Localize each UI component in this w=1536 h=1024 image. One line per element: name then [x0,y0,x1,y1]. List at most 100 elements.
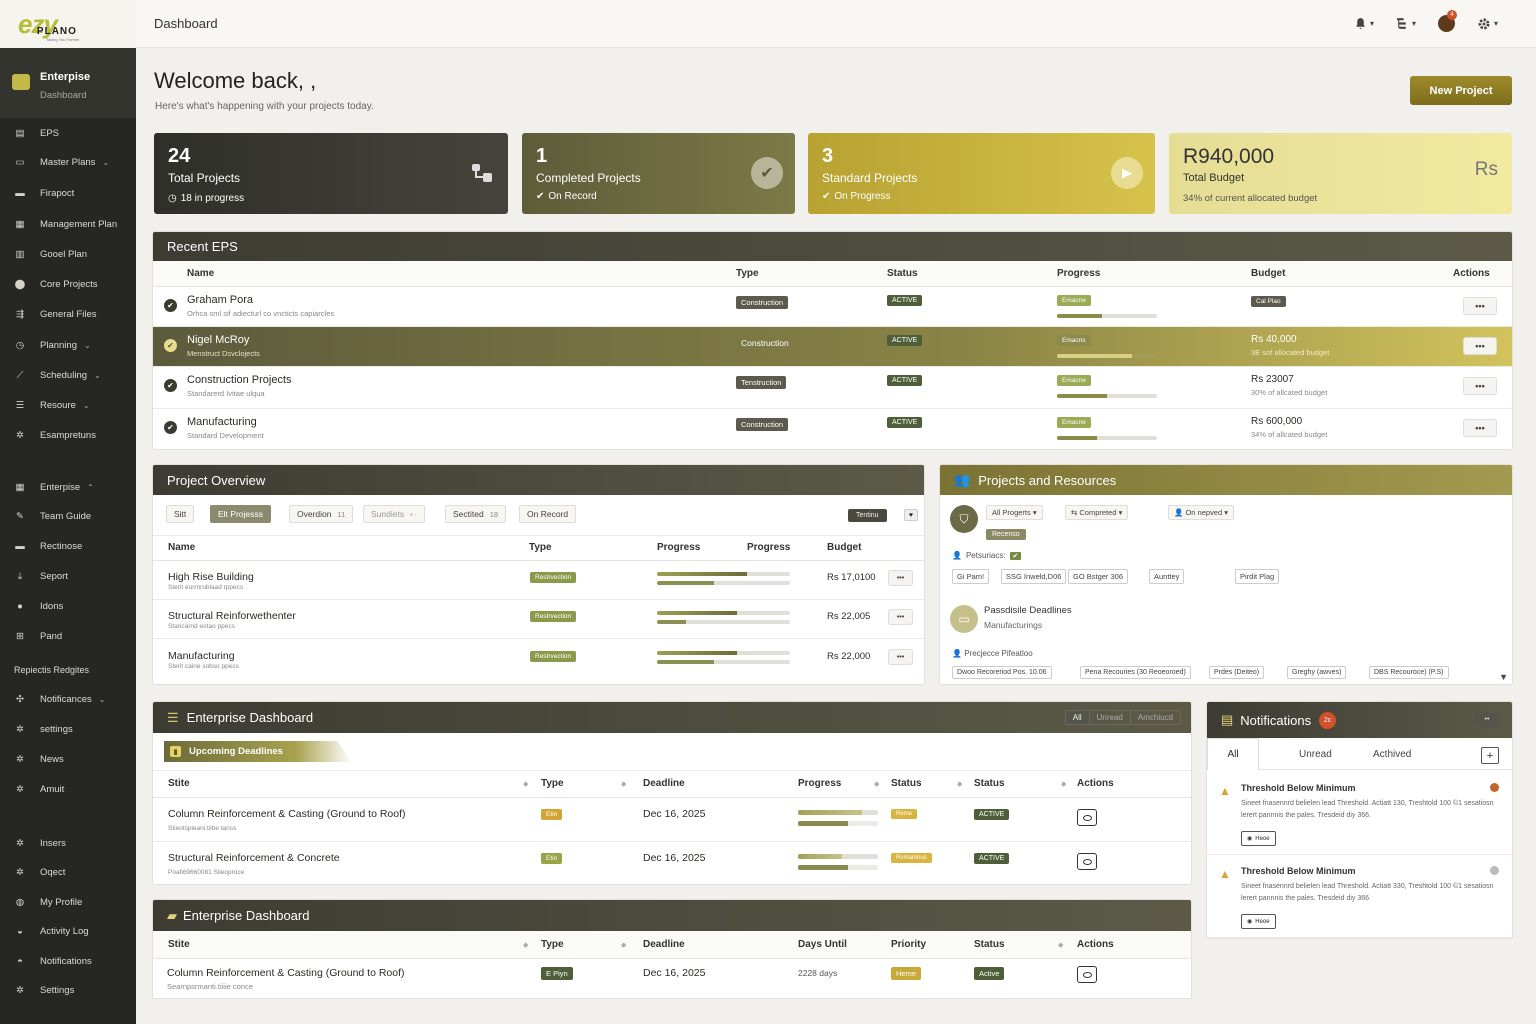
hierarchy-icon[interactable]: ▾ [1396,17,1416,30]
stat-completed-projects[interactable]: 1 Completed Projects ✔ On Record ✔ [522,133,795,214]
filter-5[interactable]: On Record [519,505,577,523]
sidebar-enterprise[interactable]: Enterpise Dashboard [0,48,136,118]
more-actions-button[interactable]: ••• [1463,297,1497,315]
check-icon[interactable]: ✔ [164,421,177,434]
filter-3[interactable]: Sundiets • · [363,505,425,523]
sidebar-item-2[interactable]: ✲ News [0,749,136,769]
sidebar-item-5[interactable]: ✲ Settings [0,980,136,1000]
more-actions-button[interactable]: ••• [1463,419,1497,437]
sort-icon[interactable]: ◆ [957,781,963,788]
notif-tab-unread[interactable]: Unread [1299,749,1332,760]
tab-archived[interactable]: Amchiucd [1129,711,1180,724]
more-actions-button[interactable]: ••• [888,570,913,586]
view-button[interactable]: ◉ Heoe [1241,831,1276,846]
sort-icon[interactable]: ◆ [523,942,529,949]
allocation-chip[interactable]: Pena Recouries (30 Reoeoroed) [1080,666,1191,679]
allocation-chip[interactable]: Prdes (Deiteo) [1209,666,1265,679]
sidebar-item-0[interactable]: ▤ EPS [15,127,60,139]
sort-icon[interactable]: ◆ [1061,781,1067,788]
view-icon[interactable] [1077,809,1097,826]
notif-tab-all[interactable]: All [1207,738,1259,770]
brand-logo[interactable]: ezy PLANO Taking You Further [0,0,136,48]
filter-2[interactable]: Overdion 11 [289,505,354,523]
sidebar-item-10[interactable]: ✲ Esampretuns [0,425,136,445]
sidebar-item-5[interactable]: ⬤ Core Projects [14,278,98,290]
sort-icon[interactable]: ◆ [1058,942,1064,949]
select-status[interactable]: ⇆ Compreted ▾ [1065,505,1129,520]
resource-chip[interactable]: GO Bstger 306 [1068,569,1129,584]
sidebar-item-9[interactable]: ☰ Resoure ⌄ [15,399,90,411]
sidebar-item-0[interactable]: ▦ Enterpise ⌃ [15,481,94,493]
sidebar-item-8[interactable]: ⟋ Scheduling ⌄ [0,365,136,385]
view-icon[interactable] [1077,853,1097,870]
sidebar-item-4[interactable]: ● Idons [0,596,136,616]
stat-total-budget[interactable]: R940,000 Total Budget 34% of current all… [1169,133,1512,214]
sidebar-item-4[interactable]: ▥ Gooel Plan [15,248,88,260]
resource-chip[interactable]: Pirdit Plag [1235,569,1280,584]
table-row[interactable]: ✔ Graham Pora Orhca sml sif adiecturl co v… [153,287,1512,327]
sidebar-item-2[interactable]: ▬ Rectinose [15,540,83,552]
table-row[interactable]: ✔ Construction Projects Standarerd Ivitae … [153,367,1512,409]
sort-icon[interactable]: ◆ [621,942,627,949]
view-icon[interactable] [1077,966,1097,983]
sidebar-item-1[interactable]: ▭ Master Plans ⌄ [15,156,110,168]
table-row[interactable]: Column Reinforcement & Casting (Ground t… [167,967,405,991]
more-actions-button[interactable]: ••• [1463,337,1497,355]
sidebar-item-4[interactable]: ◓ Notifications [0,951,136,971]
sidebar-item-1[interactable]: ✎ Team Guide [0,506,136,526]
sidebar-item-3[interactable]: ⤓ Seport [0,566,136,586]
tab-all[interactable]: All [1065,711,1089,724]
view-button[interactable]: ◉ Heoe [1241,914,1276,929]
table-row[interactable]: Structural Reinforcement & Concrete Poafi… [153,842,1191,884]
collapse-button[interactable]: •• [1474,713,1500,727]
sidebar-item-0[interactable]: ✣ Notificances ⌄ [0,689,136,709]
recent-tag[interactable]: Recenso [986,529,1026,540]
sidebar-item-1[interactable]: ✲ settings [0,719,136,739]
allocation-chip[interactable]: Greghy (awves) [1287,666,1347,679]
sort-icon[interactable]: ◆ [874,781,880,788]
resource-chip[interactable]: Gi Pam! [952,569,990,584]
gear-icon[interactable]: ▾ [1477,17,1498,31]
scroll-down-icon[interactable]: ▼ [1499,672,1508,682]
select-progress[interactable]: 👤 On nepved ▾ [1168,505,1234,520]
sidebar-item-6[interactable]: ⇶ General Files [0,304,136,324]
sidebar-item-3[interactable]: ✲ Amuit [0,779,136,799]
resource-chip[interactable]: SSG Inweld,D06 [1001,569,1067,584]
table-row[interactable]: ✔ Manufacturing Standard Development Constr… [153,409,1512,449]
table-row[interactable]: ✔ Nigel McRoy Menstruct Dsvclojects Constru… [153,327,1512,367]
sort-icon[interactable]: ◆ [523,781,529,788]
notif-tab-archived[interactable]: Acthived [1373,749,1412,760]
notification-item[interactable]: ▲ Threshold Below Minimum Sineet fnasennrd… [1207,855,1512,938]
sidebar-item-3[interactable]: ◒ Activity Log [0,921,136,941]
new-project-button[interactable]: New Project [1410,76,1512,105]
more-actions-button[interactable]: ••• [1463,377,1497,395]
more-actions-button[interactable]: ••• [888,609,913,625]
heart-icon[interactable]: ♥ [904,509,918,521]
notification-item[interactable]: ▲ Threshold Below Minimum Sineet fnasennrd… [1207,772,1512,855]
table-row[interactable]: Manufacturing Sterit caine sobso ppecs Res… [153,640,924,684]
sidebar-item-0[interactable]: ✲ Insers [0,833,136,853]
allocation-chip[interactable]: DBS Recouroce) (P.S) [1369,666,1449,679]
more-actions-button[interactable]: ••• [888,649,913,665]
sort-icon[interactable]: ◆ [621,781,627,788]
stat-total-projects[interactable]: 24 Total Projects ◷ 18 in progress [154,133,508,214]
sidebar-item-2[interactable]: ◍ My Profile [15,896,83,908]
overview-tag[interactable]: Tentinu [848,509,887,522]
sidebar-item-2[interactable]: ▬ Firapoct [15,187,75,199]
resource-chip[interactable]: Aunttey [1149,569,1185,584]
table-row[interactable]: Column Reinforcement & Casting (Ground t… [153,798,1191,842]
table-row[interactable]: High Rise Building Sterit eurrnrublaad rp… [153,561,924,600]
stat-standard-projects[interactable]: 3 Standard Projects ✔ On Progress ▶ [808,133,1155,214]
filter-1[interactable]: Elt Projesss [210,505,271,523]
sidebar-item-7[interactable]: ◷ Planning ⌄ [15,339,91,351]
table-row[interactable]: Structural Reinforwethenter Stancarnd eot… [153,600,924,639]
check-icon[interactable]: ✔ [164,379,177,392]
sidebar-item-1[interactable]: ✲ Oqect [0,862,136,882]
allocation-chip[interactable]: Dwoo Recoreriod Pos. 10.06 [952,666,1052,679]
check-icon[interactable]: ✔ [164,299,177,312]
bell-icon[interactable]: ▾ [1354,17,1374,30]
sidebar-item-3[interactable]: ▦ Management Plan [15,218,118,230]
check-icon[interactable]: ✔ [164,339,177,352]
filter-4[interactable]: Sectited 18 [445,505,507,523]
resource-toggle[interactable]: ✔ [1009,551,1022,560]
